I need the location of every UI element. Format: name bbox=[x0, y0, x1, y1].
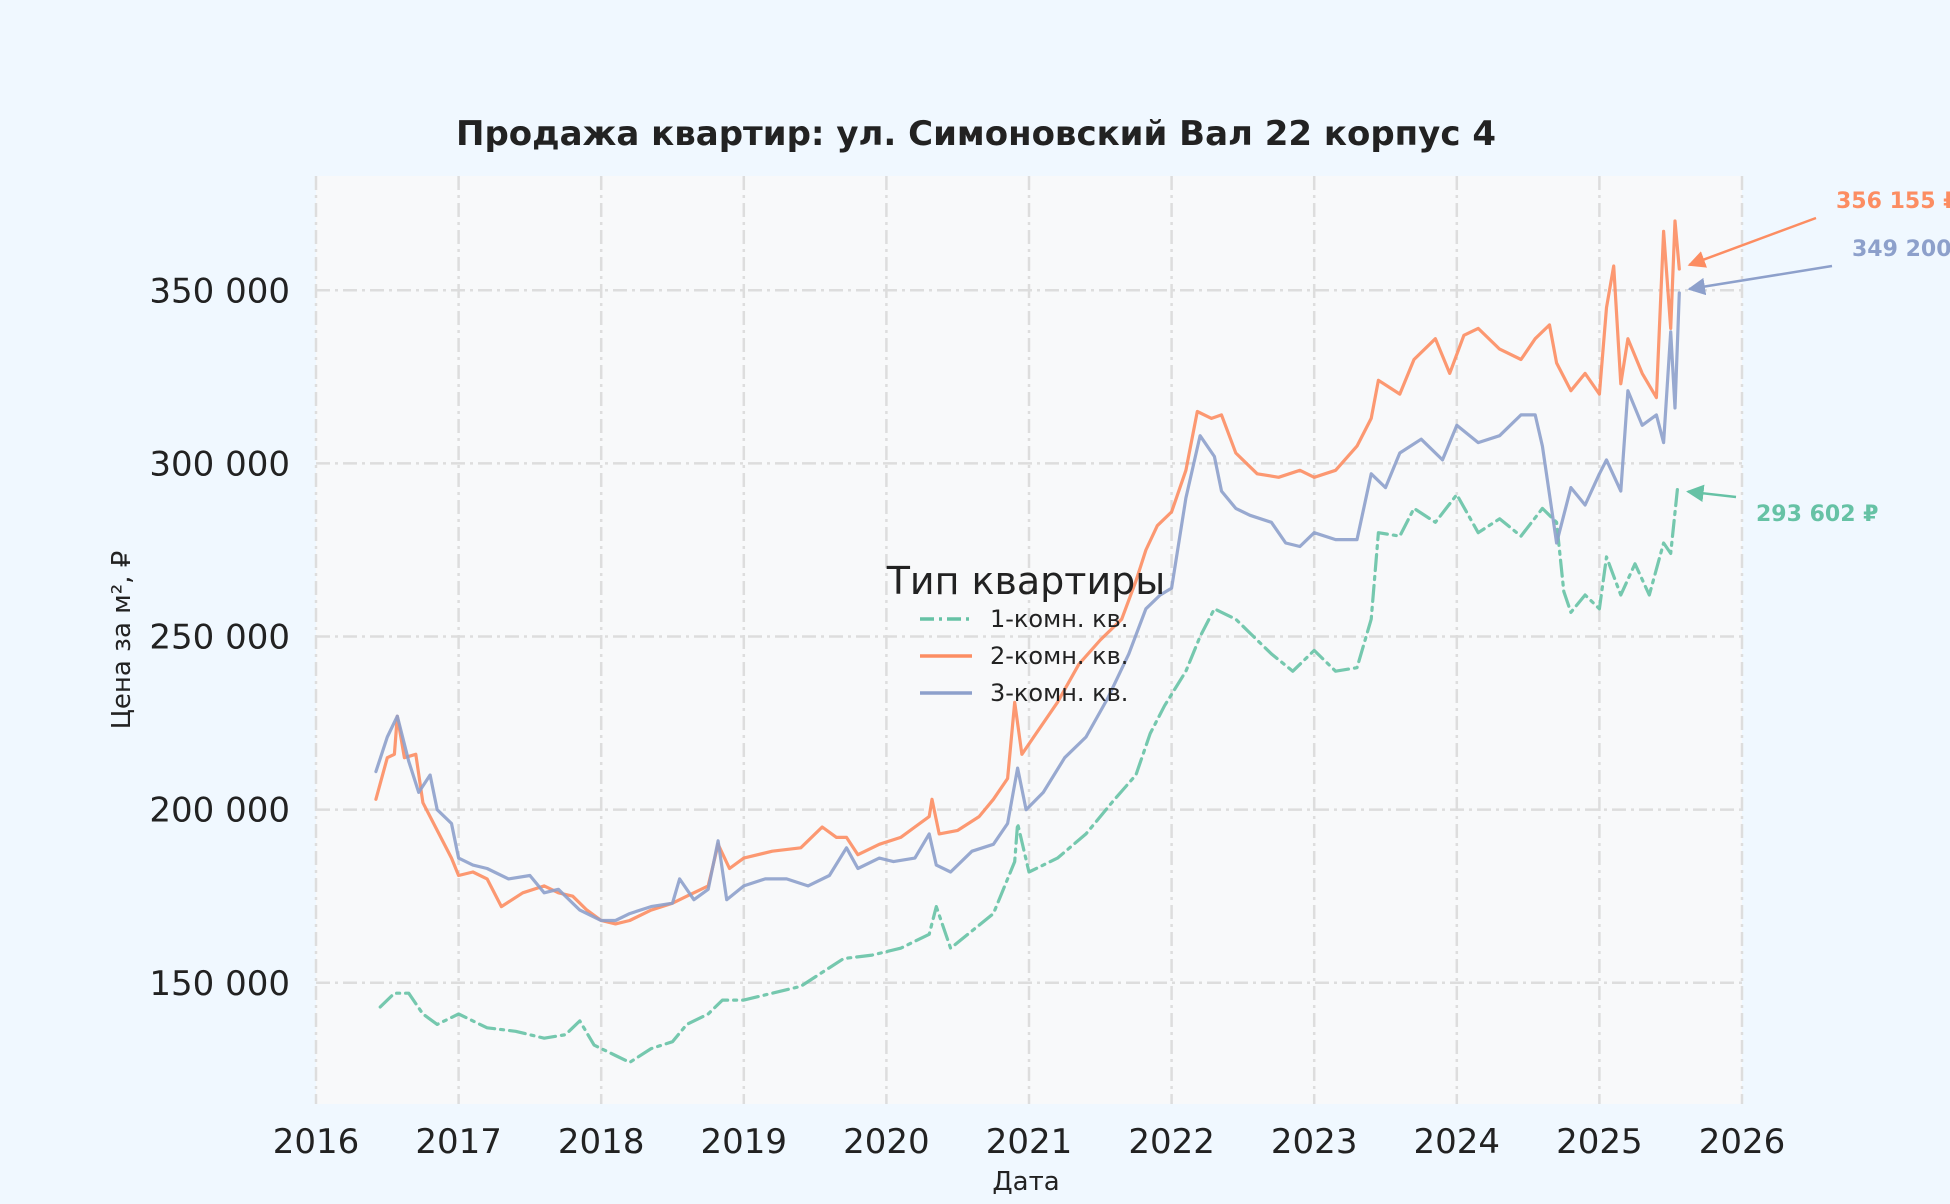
annotation-label: 349 200 ₽ bbox=[1852, 237, 1950, 262]
legend-items: 1-комн. кв. 2-комн. кв. 3-комн. кв. bbox=[920, 605, 1128, 707]
annotation-arrow bbox=[1686, 484, 1737, 503]
axis-layer: 2016 2017 2018 2019 2020 2021 2022 2023 2024 2025… bbox=[149, 271, 1785, 1162]
annotation-layer: 356 155 ₽ 349 200 ₽ 293 602 ₽ bbox=[1686, 189, 1950, 527]
x-tick-label: 2021 bbox=[986, 1122, 1073, 1162]
x-tick-label: 2022 bbox=[1128, 1122, 1215, 1162]
x-axis-label: Дата bbox=[992, 1167, 1059, 1197]
legend-title: Тип квартиры bbox=[886, 559, 1166, 603]
y-tick-label: 150 000 bbox=[149, 964, 290, 1004]
grid-layer bbox=[314, 176, 1744, 1104]
x-tick-label: 2018 bbox=[558, 1122, 645, 1162]
x-tick-label: 2016 bbox=[273, 1122, 360, 1162]
x-tick-label: 2019 bbox=[701, 1122, 788, 1162]
y-tick-label: 250 000 bbox=[149, 618, 290, 658]
x-tick-label: 2020 bbox=[843, 1122, 930, 1162]
x-tick-label: 2023 bbox=[1271, 1122, 1358, 1162]
annotation-label: 293 602 ₽ bbox=[1756, 502, 1878, 527]
x-tick-label: 2017 bbox=[415, 1122, 502, 1162]
y-tick-label: 200 000 bbox=[149, 791, 290, 831]
y-tick-label: 300 000 bbox=[149, 444, 290, 484]
legend-label: 1-комн. кв. bbox=[990, 605, 1128, 633]
annotation-label: 356 155 ₽ bbox=[1836, 189, 1950, 214]
y-tick-label: 350 000 bbox=[149, 271, 290, 311]
y-axis-label: Цена за м², ₽ bbox=[107, 551, 137, 730]
annotation-arrow bbox=[1687, 216, 1817, 268]
legend: Тип квартиры 1-комн. кв. 2-комн. кв. 3-ком… bbox=[886, 559, 1166, 707]
legend-label: 3-комн. кв. bbox=[990, 679, 1128, 707]
legend-label: 2-комн. кв. bbox=[990, 642, 1128, 670]
x-tick-label: 2026 bbox=[1699, 1122, 1786, 1162]
chart-title: Продажа квартир: ул. Симоновский Вал 22 … bbox=[456, 114, 1496, 154]
x-tick-label: 2025 bbox=[1556, 1122, 1643, 1162]
series-line-1 bbox=[378, 484, 1680, 1064]
annotation-arrow bbox=[1687, 264, 1833, 296]
x-tick-label: 2024 bbox=[1414, 1122, 1501, 1162]
series-line-3 bbox=[374, 291, 1681, 923]
series-layer bbox=[374, 219, 1681, 1064]
